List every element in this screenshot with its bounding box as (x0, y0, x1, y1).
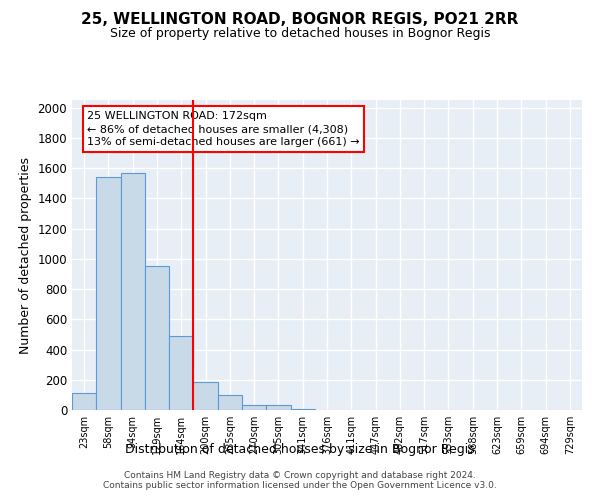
Bar (266, 406, 290, 410)
Bar (72, 394, 96, 410)
Bar (242, 404, 266, 410)
Bar (290, 409, 315, 410)
Text: Distribution of detached houses by size in Bognor Regis: Distribution of detached houses by size … (125, 442, 475, 456)
Bar (145, 266, 169, 410)
Text: 25, WELLINGTON ROAD, BOGNOR REGIS, PO21 2RR: 25, WELLINGTON ROAD, BOGNOR REGIS, PO21 … (82, 12, 518, 28)
Bar (96, 177, 121, 410)
Text: Size of property relative to detached houses in Bognor Regis: Size of property relative to detached ho… (110, 28, 490, 40)
Y-axis label: Number of detached properties: Number of detached properties (19, 156, 32, 354)
Bar (169, 336, 193, 410)
Text: 25 WELLINGTON ROAD: 172sqm
← 86% of detached houses are smaller (4,308)
13% of s: 25 WELLINGTON ROAD: 172sqm ← 86% of deta… (88, 111, 360, 147)
Text: Contains HM Land Registry data © Crown copyright and database right 2024.
Contai: Contains HM Land Registry data © Crown c… (103, 470, 497, 490)
Bar (121, 172, 145, 410)
Bar (218, 395, 242, 410)
Bar (193, 382, 218, 410)
